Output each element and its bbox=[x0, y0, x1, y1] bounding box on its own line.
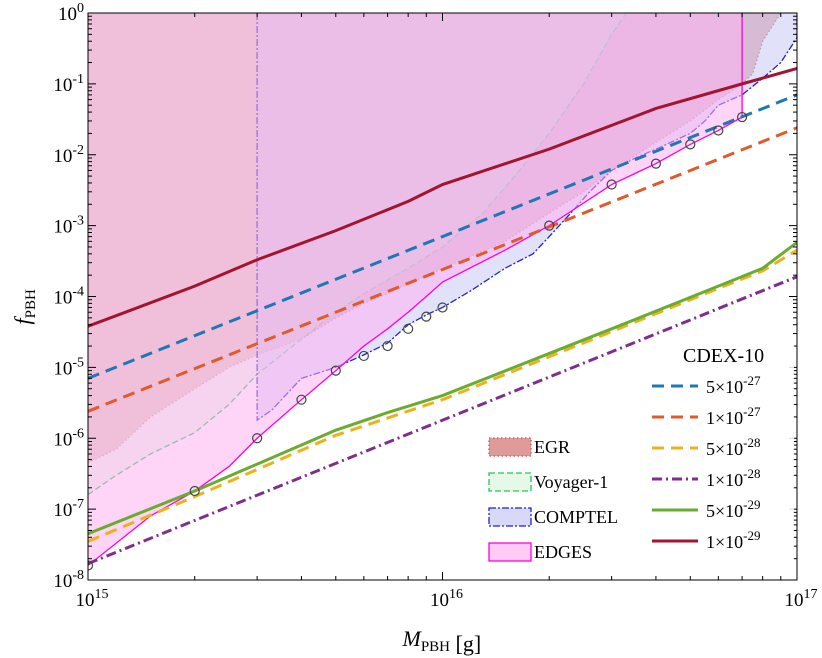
y-tick-label: 100 bbox=[58, 1, 84, 25]
edges-marker bbox=[736, 111, 748, 123]
y-tick-label: 10-1 bbox=[53, 72, 84, 96]
edges-markers bbox=[88, 111, 748, 571]
cdex-legend-bg bbox=[674, 338, 794, 576]
cdex-lines bbox=[88, 67, 797, 566]
y-tick-label: 10-2 bbox=[53, 143, 84, 167]
legend-label-cdex: 1×10-29 bbox=[706, 528, 761, 552]
line-neg27-5 bbox=[88, 93, 797, 380]
edges-marker bbox=[421, 311, 432, 322]
legend-label-voyager-1: Voyager-1 bbox=[534, 472, 608, 492]
x-tick-label: 1015 bbox=[76, 587, 109, 611]
line-neg29-1 bbox=[88, 67, 797, 328]
boundary-edges bbox=[88, 13, 743, 567]
legend-label-egr: EGR bbox=[534, 437, 570, 457]
line-neg28-5 bbox=[88, 248, 797, 543]
x-tick-label: 1016 bbox=[430, 587, 463, 611]
line-neg27-1 bbox=[88, 126, 797, 413]
legend-swatch-voyager-1 bbox=[488, 472, 532, 492]
edges-marker bbox=[403, 323, 414, 334]
legend-swatch-edges bbox=[488, 542, 532, 562]
edges-marker bbox=[685, 139, 696, 150]
line-neg29-5 bbox=[88, 241, 797, 536]
edges-marker bbox=[713, 125, 724, 136]
x-tick-label: 1017 bbox=[785, 587, 818, 611]
region-edges bbox=[88, 13, 743, 566]
edges-marker bbox=[252, 433, 263, 444]
legend-label-comptel: COMPTEL bbox=[534, 507, 618, 527]
axes: 1015 1016 1017 10-8 10-7 10-6 10-5 10-4 10-3 10-2… bbox=[53, 1, 817, 611]
legend-label-cdex: 1×10-28 bbox=[706, 466, 761, 490]
legend-label-cdex: 5×10-28 bbox=[706, 435, 761, 459]
x-axis-label: MPBH [g] bbox=[402, 626, 482, 656]
legend-swatch-comptel bbox=[488, 507, 532, 527]
edges-marker bbox=[296, 394, 307, 405]
cdex-legend: CDEX-10 5×10-27 1×10-27 5×10-28 1×10-28 5×10-… bbox=[652, 338, 794, 576]
edges-marker bbox=[382, 340, 393, 352]
edges-marker bbox=[544, 220, 555, 231]
y-tick-label: 10-7 bbox=[53, 497, 84, 521]
cdex-legend-title: CDEX-10 bbox=[683, 345, 764, 367]
edges-marker bbox=[650, 158, 662, 169]
edges-marker bbox=[606, 179, 617, 190]
edges-marker bbox=[437, 302, 448, 313]
legend-label-cdex: 1×10-27 bbox=[706, 404, 761, 428]
y-tick-label: 10-8 bbox=[53, 568, 84, 592]
edges-marker bbox=[330, 365, 341, 376]
y-tick-label: 10-5 bbox=[53, 355, 84, 379]
y-axis-label: fPBH bbox=[10, 289, 39, 324]
constraints-legend: EGR Voyager-1 COMPTEL EDGES bbox=[480, 428, 668, 574]
y-tick-label: 10-3 bbox=[53, 214, 84, 238]
edges-marker bbox=[88, 560, 94, 571]
legend-label-cdex: 5×10-29 bbox=[706, 497, 761, 521]
edges-marker bbox=[189, 485, 200, 497]
y-tick-label: 10-4 bbox=[53, 285, 84, 309]
legend-label-edges: EDGES bbox=[534, 542, 592, 562]
y-tick-label: 10-6 bbox=[53, 426, 84, 450]
legend-swatch-egr bbox=[488, 437, 532, 457]
edges-marker bbox=[358, 350, 369, 362]
line-neg28-1 bbox=[88, 275, 797, 566]
legend-label-cdex: 5×10-27 bbox=[706, 373, 761, 397]
